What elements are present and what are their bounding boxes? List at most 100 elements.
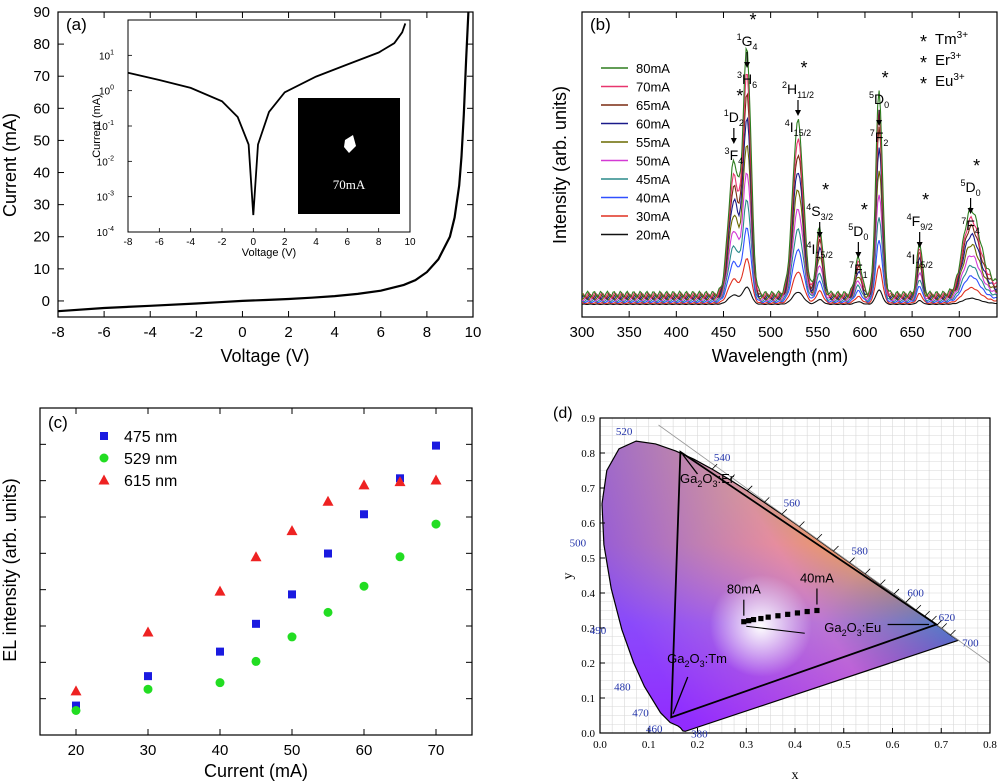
panel-c-ylabel: EL intensity (arb. units) <box>0 478 20 661</box>
locus-tick <box>729 474 735 480</box>
transition-upper-level: 1D2 <box>724 108 744 128</box>
point-475-nm <box>252 619 260 628</box>
point-529-nm <box>323 607 333 617</box>
panel-a-ytick-label: 50 <box>33 132 50 149</box>
panel-b-tag: (b) <box>590 15 611 34</box>
panel-a-xtick-label: 0 <box>238 324 246 341</box>
inset-xtick-label: -4 <box>186 237 195 248</box>
point-529-nm <box>251 656 261 666</box>
panel-a-xtick-label: 6 <box>377 324 385 341</box>
panel-a-ytick-label: 90 <box>33 4 50 21</box>
panel-d-xtick-label: 0.3 <box>739 739 753 751</box>
point-615-nm <box>322 495 334 506</box>
transition-arrowhead <box>816 232 823 238</box>
legend-label-70mA: 70mA <box>636 80 670 95</box>
legend-label-30mA: 30mA <box>636 209 670 224</box>
spectrum-20mA <box>582 286 997 305</box>
wavelength-label-380: 380 <box>691 728 708 740</box>
point-label-80mA: 80mA <box>727 582 761 597</box>
point-label-40mA: 40mA <box>800 571 834 586</box>
trend-arrow <box>746 625 805 634</box>
panel-b-xtick-label: 600 <box>852 324 877 341</box>
panel-c-frame <box>39 407 473 736</box>
cie-point <box>785 611 791 617</box>
wavelength-label-460: 460 <box>646 724 663 736</box>
spectrum-80mA <box>582 46 997 299</box>
panel-d-ytick-label: 0.5 <box>581 553 595 565</box>
locus-tick <box>931 615 937 622</box>
legend-marker-475-nm <box>100 432 108 440</box>
transition-lower-level: 4I15/2 <box>806 240 832 260</box>
point-475-nm <box>432 441 440 450</box>
wavelength-label-580: 580 <box>851 546 868 558</box>
legend-marker-529-nm <box>99 453 109 463</box>
ion-legend-star: * <box>920 74 927 94</box>
panel-a-xtick-label: -2 <box>190 324 203 341</box>
spectrum-45mA <box>582 199 997 303</box>
wavelength-label-560: 560 <box>784 497 801 509</box>
panel-a-ytick-label: 30 <box>33 197 50 214</box>
panel-c-xtick-label: 20 <box>68 742 85 759</box>
cie-point <box>775 613 781 619</box>
wavelength-label-490: 490 <box>590 625 607 637</box>
panel-d-ytick-label: 0.9 <box>581 413 595 425</box>
point-529-nm <box>431 519 441 529</box>
panel-a-ytick-label: 20 <box>33 229 50 246</box>
ion-legend-star: * <box>920 32 927 52</box>
transition-lower-level: 3H6 <box>737 70 757 90</box>
locus-tick <box>746 485 753 492</box>
vertex-label: Ga2O3:Er <box>680 471 735 489</box>
legend-label-80mA: 80mA <box>636 61 670 76</box>
point-529-nm <box>395 552 405 562</box>
transition-star: * <box>750 10 757 30</box>
wavelength-label-470: 470 <box>632 708 649 720</box>
point-529-nm <box>143 684 153 694</box>
transition-star: * <box>861 200 868 220</box>
panel-d-xtick-label: 0.7 <box>934 739 948 751</box>
inset-xtick-label: 8 <box>376 237 382 248</box>
point-475-nm <box>360 510 368 519</box>
transition-upper-level: 5D0 <box>961 178 981 198</box>
inset-ytick-label: 100 <box>99 85 114 98</box>
point-529-nm <box>71 705 81 715</box>
transition-arrowhead <box>730 138 737 144</box>
panel-a-ytick-label: 70 <box>33 68 50 85</box>
locus-tick <box>864 568 871 575</box>
point-615-nm <box>250 551 262 562</box>
transition-arrowhead <box>744 62 751 68</box>
transition-arrowhead <box>916 242 923 248</box>
panel-c-tag: (c) <box>48 413 68 432</box>
panel-a-xlabel: Voltage (V) <box>220 346 309 366</box>
vertex-arrow-tm <box>672 676 689 714</box>
panel-b-xtick-label: 500 <box>758 324 783 341</box>
panel-c: (c) 20 30 40 50 60 70 Current (mA) EL intensi… <box>0 407 473 781</box>
inset-ylabel: Current (mA) <box>91 94 103 158</box>
wavelength-label-600: 600 <box>907 587 924 599</box>
panel-a-inset: -8 -6 -4 -2 0 2 4 6 8 10 10-4 10-3 10-2 10-1 100 101 Vo… <box>91 19 416 259</box>
inset-photo <box>298 98 400 214</box>
locus-tick <box>833 545 839 552</box>
locus-tick <box>781 508 788 515</box>
cie-point <box>758 615 764 622</box>
point-615-nm <box>286 525 298 536</box>
legend-label-50mA: 50mA <box>636 154 670 169</box>
panel-d-xtick-label: 0.5 <box>837 739 851 751</box>
transition-arrowhead <box>876 120 883 126</box>
transition-lower-level: 7F4 <box>961 216 980 236</box>
vertex-arrow-er <box>682 454 699 475</box>
transition-star: * <box>922 190 929 210</box>
gamut-triangle <box>670 450 939 719</box>
point-475-nm <box>72 701 80 710</box>
inset-ytick-label: 10-4 <box>97 226 114 239</box>
panel-b-xtick-label: 650 <box>900 324 925 341</box>
legend-marker-615-nm <box>98 474 110 485</box>
spectrum-40mA <box>582 227 997 304</box>
inset-xtick-label: 4 <box>313 237 319 248</box>
panel-d-ytick-label: 0.3 <box>581 623 595 635</box>
inset-xtick-label: 0 <box>251 237 257 248</box>
panel-d-xtick-label: 0.8 <box>983 739 997 751</box>
point-475-nm <box>324 549 332 558</box>
panel-a-tag: (a) <box>66 15 87 34</box>
locus-tick <box>893 588 900 595</box>
